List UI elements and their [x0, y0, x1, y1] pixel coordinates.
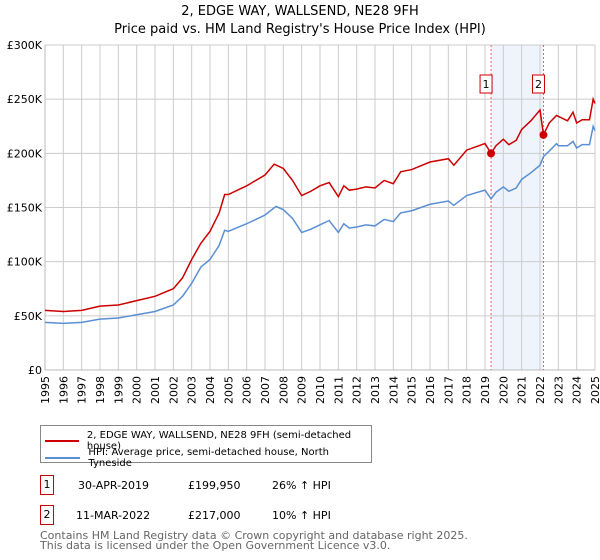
x-tick-label: 2001 — [149, 376, 162, 404]
x-tick-label: 1998 — [94, 376, 107, 404]
y-tick-label: £200K — [7, 147, 43, 160]
x-tick-label: 2020 — [497, 376, 510, 404]
sale-marker-label: 1 — [483, 78, 490, 91]
footer-licence: This data is licensed under the Open Gov… — [40, 539, 391, 552]
transaction-date: 11-MAR-2022 — [76, 508, 151, 522]
x-tick-label: 1997 — [76, 376, 89, 404]
x-tick-label: 2000 — [131, 376, 144, 404]
x-tick-label: 2016 — [424, 376, 437, 404]
transaction-hpi: 10% ↑ HPI — [272, 508, 331, 522]
price-chart: 1995 1996 1997 1998 1999 2000 2001 2002 2003 2004… — [7, 39, 600, 404]
legend-red-line — [45, 440, 79, 442]
sale-marker-box — [479, 74, 493, 94]
transaction-date: 30-APR-2019 — [78, 478, 150, 492]
x-tick-label: 1995 — [39, 376, 52, 404]
x-tick-label: 2009 — [296, 376, 309, 404]
x-tick-label: 2010 — [314, 376, 327, 404]
chart-title: 2, EDGE WAY, WALLSEND, NE28 9FH — [181, 4, 419, 19]
x-tick-label: 2015 — [406, 376, 419, 404]
y-tick-label: £100K — [7, 256, 43, 269]
x-tick-label: 2017 — [442, 376, 455, 404]
x-tick-label: 2013 — [369, 376, 382, 404]
x-tick-label: 2021 — [516, 376, 529, 404]
x-tick-label: 2018 — [461, 376, 474, 404]
x-tick-label: 2003 — [186, 376, 199, 404]
sale-point — [487, 149, 496, 158]
x-tick-label: 2011 — [332, 376, 345, 404]
legend-blue-line — [45, 457, 81, 459]
chart-subtitle: Price paid vs. HM Land Registry's House … — [114, 22, 486, 37]
x-tick-label: 2005 — [222, 376, 235, 404]
transaction-number: 1 — [40, 475, 54, 495]
x-tick-label: 2004 — [204, 376, 217, 404]
sale-marker-label: 2 — [535, 78, 542, 91]
y-tick-label: £250K — [7, 93, 43, 106]
transaction-row: 1 30-APR-2019 £199,950 26% ↑ HPI — [40, 475, 331, 495]
sale-point — [539, 130, 548, 139]
x-tick-label: 2025 — [589, 376, 600, 404]
transaction-row: 2 11-MAR-2022 £217,000 10% ↑ HPI — [40, 505, 331, 525]
x-tick-label: 1996 — [57, 376, 70, 404]
x-tick-label: 2002 — [167, 376, 180, 404]
transaction-number: 2 — [40, 505, 54, 525]
y-tick-label: £0 — [28, 364, 42, 377]
x-tick-label: 2012 — [351, 376, 364, 404]
x-tick-label: 2023 — [552, 376, 565, 404]
y-tick-label: £300K — [7, 39, 43, 52]
legend: 2, EDGE WAY, WALLSEND, NE28 9FH (semi-de… — [40, 425, 372, 469]
x-tick-label: 2006 — [241, 376, 254, 404]
legend-hpi: HPI: Average price, semi-detached house,… — [88, 447, 329, 469]
transaction-price: £217,000 — [188, 508, 241, 522]
x-tick-label: 2022 — [534, 376, 547, 404]
property-price-line — [44, 96, 596, 313]
sale-marker-box — [531, 74, 545, 94]
transaction-price: £199,950 — [188, 478, 241, 492]
x-tick-label: 2019 — [479, 376, 492, 404]
x-tick-label: 2024 — [571, 376, 584, 404]
footer: Contains HM Land Registry data © Crown c… — [40, 529, 468, 552]
x-tick-label: 1999 — [112, 376, 125, 404]
y-tick-label: £150K — [7, 202, 43, 215]
x-tick-label: 2008 — [277, 376, 290, 404]
legend-property: 2, EDGE WAY, WALLSEND, NE28 9FH (semi-de… — [86, 430, 352, 452]
x-tick-label: 2007 — [259, 376, 272, 404]
y-tick-label: £50K — [14, 310, 43, 323]
transaction-hpi: 26% ↑ HPI — [272, 478, 331, 492]
footer-copyright: Contains HM Land Registry data © Crown c… — [40, 529, 468, 542]
x-tick-label: 2014 — [387, 376, 400, 404]
hpi-line — [44, 123, 596, 325]
